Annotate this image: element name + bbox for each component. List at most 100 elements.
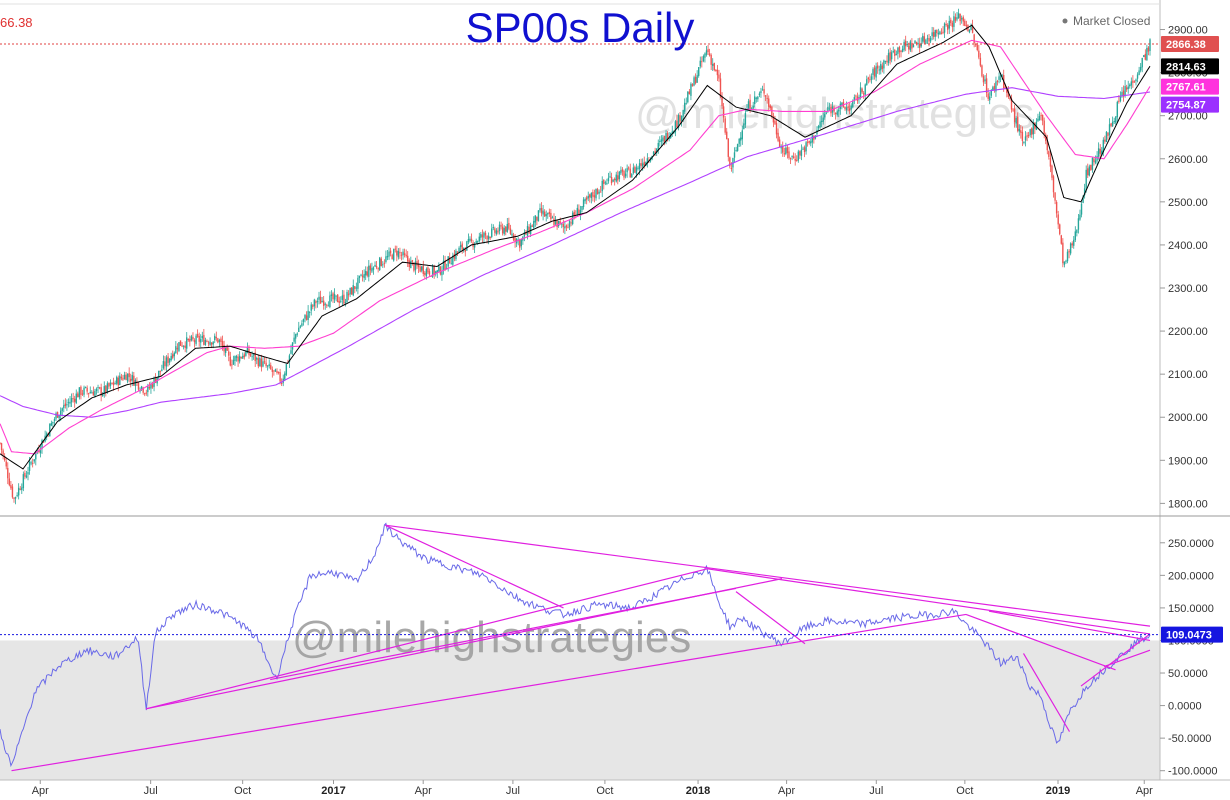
candle-body bbox=[679, 115, 681, 122]
trendline bbox=[145, 568, 708, 710]
candle-body bbox=[355, 287, 358, 289]
candle-body bbox=[1012, 109, 1014, 111]
candle-body bbox=[394, 248, 396, 250]
candle-body bbox=[178, 342, 180, 352]
candle-body bbox=[466, 241, 468, 251]
price-tick-label: 2700.00 bbox=[1168, 111, 1208, 123]
candle-body bbox=[72, 398, 74, 400]
candle-body bbox=[537, 210, 540, 222]
candle-body bbox=[548, 211, 551, 214]
candle-body bbox=[553, 218, 555, 226]
candle-body bbox=[570, 222, 572, 224]
candle-body bbox=[561, 223, 563, 225]
candle-body bbox=[740, 137, 742, 141]
candle-body bbox=[1065, 260, 1067, 262]
candle-body bbox=[235, 356, 238, 358]
candle-body bbox=[5, 461, 7, 467]
candle-body bbox=[690, 83, 692, 96]
candle-body bbox=[1063, 261, 1066, 265]
candle-body bbox=[853, 97, 856, 102]
candle-body bbox=[428, 271, 431, 275]
candle-body bbox=[680, 116, 683, 121]
candle-body bbox=[55, 413, 57, 419]
candle-body bbox=[848, 108, 851, 111]
candle-body bbox=[556, 219, 558, 228]
candle-body bbox=[42, 441, 45, 443]
candle-body bbox=[91, 392, 93, 394]
candle-body bbox=[736, 143, 739, 151]
moving-average-lines bbox=[0, 24, 1151, 470]
candle-body bbox=[193, 340, 196, 343]
time-tick-label: Jul bbox=[144, 785, 158, 797]
candle-body bbox=[67, 402, 70, 404]
candle-body bbox=[313, 299, 316, 307]
candle-body bbox=[1032, 122, 1034, 135]
candle-body bbox=[245, 351, 247, 356]
candle-body bbox=[33, 459, 35, 462]
candle-body bbox=[1006, 88, 1008, 93]
candle-body bbox=[361, 275, 364, 278]
candle-body bbox=[820, 120, 823, 122]
candle-body bbox=[473, 243, 476, 248]
candle-body bbox=[312, 305, 314, 307]
candle-body bbox=[83, 387, 85, 395]
candle-body bbox=[315, 301, 317, 304]
candle-body bbox=[523, 232, 526, 237]
candle-body bbox=[1139, 66, 1142, 71]
candle-body bbox=[232, 359, 235, 365]
time-tick-label: Oct bbox=[234, 785, 251, 797]
candle-body bbox=[397, 250, 400, 258]
candle-body bbox=[41, 440, 43, 449]
indicator-tick-label: -100.0000 bbox=[1168, 766, 1218, 778]
candle-body bbox=[971, 25, 974, 33]
candle-body bbox=[350, 287, 353, 295]
candle-body bbox=[97, 387, 99, 389]
candle-body bbox=[939, 31, 941, 35]
candle-body bbox=[86, 387, 88, 392]
candle-body bbox=[1147, 47, 1150, 52]
candle-body bbox=[1141, 57, 1143, 68]
candle-body bbox=[403, 253, 406, 255]
candle-body bbox=[347, 293, 350, 296]
candle-body bbox=[81, 393, 84, 395]
candle-body bbox=[237, 356, 239, 362]
candle-body bbox=[917, 43, 919, 45]
candle-body bbox=[1105, 131, 1108, 143]
candle-body bbox=[1040, 115, 1042, 117]
candle-body bbox=[509, 228, 512, 234]
candle-body bbox=[407, 255, 409, 262]
candle-body bbox=[665, 132, 667, 142]
candle-body bbox=[1062, 242, 1064, 264]
candle-body bbox=[772, 115, 775, 123]
candle-body bbox=[712, 64, 714, 66]
candle-body bbox=[724, 118, 726, 133]
candle-body bbox=[612, 179, 614, 182]
candle-body bbox=[316, 301, 319, 303]
candle-body bbox=[363, 274, 365, 279]
candle-body bbox=[626, 168, 628, 173]
candle-body bbox=[151, 384, 154, 388]
candle-body bbox=[699, 60, 701, 67]
candle-body bbox=[946, 24, 949, 30]
candle-body bbox=[195, 335, 197, 344]
candle-body bbox=[346, 291, 348, 303]
candle-body bbox=[218, 339, 221, 342]
candle-body bbox=[179, 340, 182, 346]
candle-body bbox=[663, 136, 666, 143]
candle-body bbox=[1107, 133, 1109, 136]
candle-body bbox=[487, 235, 490, 240]
candle-body bbox=[929, 37, 932, 42]
candle-body bbox=[792, 156, 795, 159]
candle-body bbox=[256, 357, 258, 360]
candle-body bbox=[783, 153, 786, 155]
candle-body bbox=[833, 107, 835, 112]
candle-body bbox=[92, 391, 95, 396]
candle-body bbox=[181, 345, 183, 347]
candle-body bbox=[322, 300, 325, 306]
candle-body bbox=[330, 294, 333, 297]
candle-body bbox=[943, 23, 946, 33]
candle-body bbox=[1102, 139, 1105, 153]
candle-body bbox=[200, 339, 202, 343]
candle-body bbox=[696, 75, 698, 83]
price-tick-label: 1800.00 bbox=[1168, 498, 1208, 510]
